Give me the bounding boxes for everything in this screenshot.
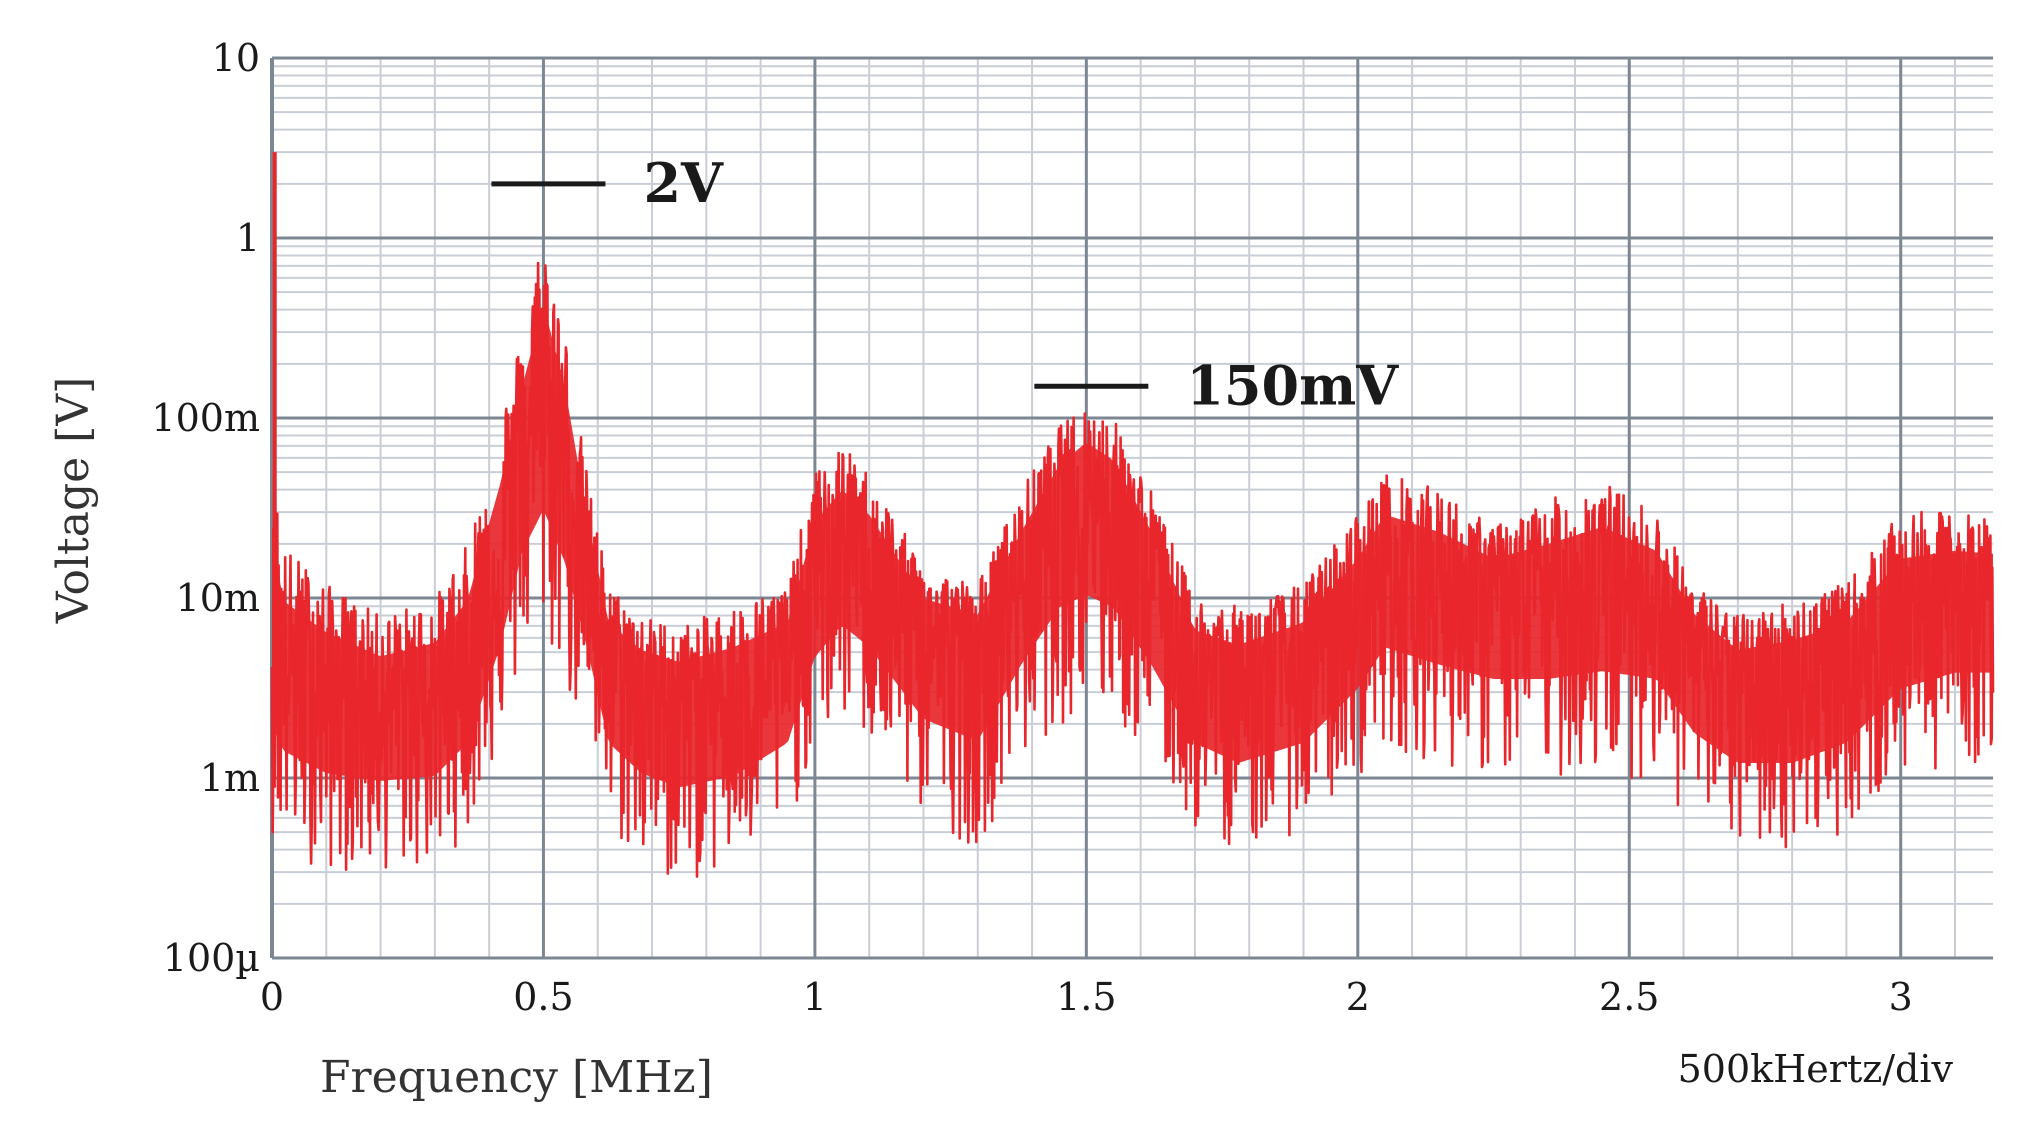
x-tick-label: 0	[260, 975, 284, 1019]
y-tick-label: 100m	[151, 396, 260, 440]
x-tick-label: 2.5	[1599, 975, 1659, 1019]
x-tick-label: 1.5	[1056, 975, 1116, 1019]
y-tick-label: 100µ	[163, 936, 260, 980]
x-tick-label: 0.5	[513, 975, 573, 1019]
series-layer	[270, 152, 1995, 878]
x-tick-labels: 0 0.5 1 1.5 2 2.5 3	[260, 975, 1913, 1019]
annotation-label: 150mV	[1186, 353, 1399, 417]
division-label: 500kHertz/div	[1678, 1047, 1954, 1091]
y-tick-label: 10	[212, 36, 260, 80]
x-axis-title: Frequency [MHz]	[320, 1052, 713, 1103]
annotation-label: 2V	[643, 151, 724, 215]
x-tick-label: 2	[1346, 975, 1370, 1019]
y-tick-label: 1	[236, 216, 260, 260]
x-tick-label: 3	[1889, 975, 1913, 1019]
spectrum-body	[272, 306, 1993, 787]
y-tick-label: 10m	[176, 576, 260, 620]
y-axis-title: Voltage [V]	[48, 377, 99, 625]
x-tick-label: 1	[803, 975, 827, 1019]
annotations: 2V 150mV	[491, 151, 1399, 417]
y-tick-labels: 100µ 1m 10m 100m 1 10	[151, 36, 260, 980]
y-tick-label: 1m	[200, 756, 260, 800]
